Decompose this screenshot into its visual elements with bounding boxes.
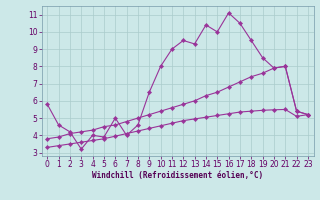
X-axis label: Windchill (Refroidissement éolien,°C): Windchill (Refroidissement éolien,°C) xyxy=(92,171,263,180)
